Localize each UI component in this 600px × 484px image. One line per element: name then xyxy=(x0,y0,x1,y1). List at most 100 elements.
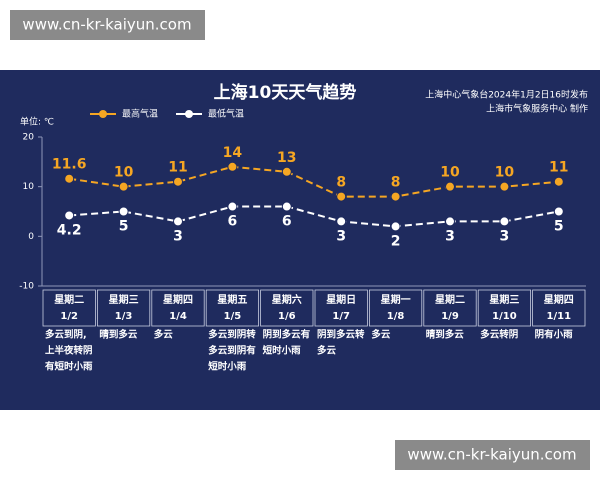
data-point xyxy=(227,161,238,172)
data-label: 5 xyxy=(554,219,564,235)
date-label: 1/2 xyxy=(60,311,78,322)
data-point xyxy=(390,221,401,232)
weather-text: 晴到多云 xyxy=(426,329,465,341)
data-point xyxy=(281,201,292,212)
series-line xyxy=(69,165,559,198)
data-point xyxy=(499,181,510,192)
x-tick-label: 星期日 xyxy=(326,293,356,306)
data-label: 3 xyxy=(336,228,346,244)
data-point xyxy=(173,176,183,187)
chart-title: 上海10天天气趋势 xyxy=(214,82,357,103)
x-tick-label: 星期三 xyxy=(489,293,519,306)
data-label: 8 xyxy=(336,175,346,191)
data-label: 3 xyxy=(445,228,455,244)
date-label: 1/9 xyxy=(441,311,459,322)
x-tick-label: 星期五 xyxy=(217,293,247,306)
weather-text: 多云到阴转 xyxy=(208,329,256,341)
date-label: 1/11 xyxy=(547,311,572,322)
category-box xyxy=(368,289,423,327)
data-label: 3 xyxy=(173,228,183,244)
source: 上海市气象服务中心 制作 xyxy=(486,103,588,115)
weather-text: 有短时小雨 xyxy=(45,361,93,373)
panel xyxy=(0,70,600,410)
category-box xyxy=(477,289,532,327)
watermark-box xyxy=(395,440,590,470)
data-label: 11.6 xyxy=(52,157,87,173)
data-point xyxy=(118,206,129,217)
weather-text: 多云到阴有 xyxy=(208,345,256,357)
weather-text: 阴有小雨 xyxy=(535,329,574,341)
weather-text: 短时小雨 xyxy=(263,345,302,357)
weather-text: 多云到阴, xyxy=(45,329,87,341)
weather-text: 上半夜转阴 xyxy=(45,345,93,357)
data-point xyxy=(553,206,564,217)
y-tick-label: 0 xyxy=(28,232,34,242)
category-box xyxy=(42,289,96,327)
weather-text: 多云 xyxy=(154,329,174,341)
data-point xyxy=(64,173,75,184)
legend-marker xyxy=(99,110,107,118)
data-label: 6 xyxy=(282,214,292,230)
legend-label: 最高气温 xyxy=(122,108,158,120)
data-point xyxy=(553,176,564,187)
data-label: 4.2 xyxy=(57,222,82,238)
x-tick-label: 星期二 xyxy=(54,293,84,306)
category-box xyxy=(423,289,477,327)
data-point xyxy=(390,191,401,202)
data-label: 11 xyxy=(168,160,187,176)
weather-text: 短时小雨 xyxy=(208,361,247,373)
x-tick-label: 星期二 xyxy=(435,293,465,306)
watermark: www.cn-kr-kaiyun.com xyxy=(22,16,191,34)
data-label: 2 xyxy=(391,233,401,249)
data-point xyxy=(118,181,129,192)
weather-text: 多云 xyxy=(317,345,337,357)
category-box xyxy=(260,289,314,327)
data-label: 10 xyxy=(495,165,515,181)
y-tick-label: 20 xyxy=(23,133,35,143)
category-box xyxy=(205,289,259,327)
data-label: 10 xyxy=(114,165,134,181)
x-tick-label: 星期六 xyxy=(272,293,302,306)
legend-marker xyxy=(185,110,193,118)
date-label: 1/4 xyxy=(169,311,187,322)
x-tick-label: 星期一 xyxy=(381,293,411,306)
category-box xyxy=(97,289,151,327)
weather-text: 多云转阴 xyxy=(480,329,518,341)
data-point xyxy=(336,191,347,202)
series-line xyxy=(69,205,559,228)
watermark: www.cn-kr-kaiyun.com xyxy=(407,446,576,464)
data-point xyxy=(281,166,292,177)
data-label: 8 xyxy=(391,175,401,191)
data-label: 10 xyxy=(440,165,460,181)
weather-text: 多云 xyxy=(371,329,391,341)
y-tick-label: 10 xyxy=(23,182,35,192)
x-tick-label: 星期四 xyxy=(544,293,574,306)
x-tick-label: 星期三 xyxy=(109,293,139,306)
data-label: 5 xyxy=(119,219,129,235)
date-label: 1/10 xyxy=(492,311,517,322)
data-point xyxy=(499,216,510,227)
x-tick-label: 星期四 xyxy=(163,293,193,306)
y-tick-label: -10 xyxy=(19,282,34,292)
date-label: 1/3 xyxy=(115,311,133,322)
data-label: 13 xyxy=(277,150,296,166)
data-point xyxy=(445,216,455,227)
date-label: 1/5 xyxy=(224,311,242,322)
source: 上海中心气象台2024年1月2日16时发布 xyxy=(425,89,588,101)
data-label: 11 xyxy=(549,160,568,176)
y-unit: 单位: ℃ xyxy=(20,116,54,128)
category-box xyxy=(314,289,368,327)
data-point xyxy=(173,216,183,227)
data-point xyxy=(64,210,75,221)
data-point xyxy=(336,216,347,227)
category-box xyxy=(151,289,205,327)
data-label: 6 xyxy=(228,214,238,230)
data-label: 3 xyxy=(500,228,510,244)
legend-label: 最低气温 xyxy=(208,108,244,120)
date-label: 1/8 xyxy=(387,311,405,322)
data-point xyxy=(445,181,455,192)
date-label: 1/7 xyxy=(332,311,350,322)
watermark-box xyxy=(10,10,205,40)
date-label: 1/6 xyxy=(278,311,296,322)
data-label: 14 xyxy=(223,145,243,161)
